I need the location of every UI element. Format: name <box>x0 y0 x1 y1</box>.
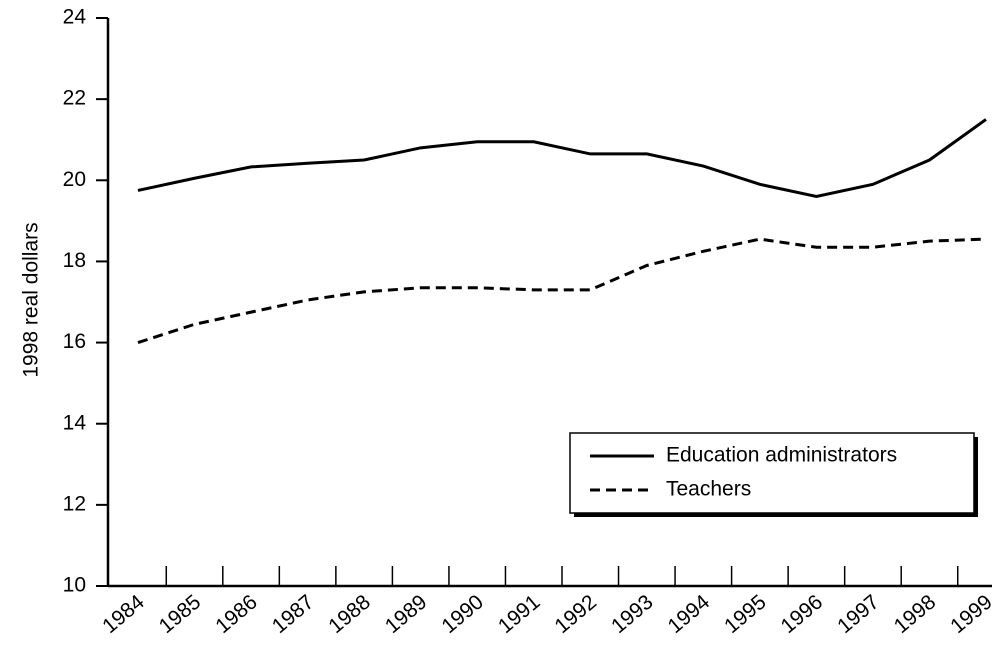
y-axis-label: 1998 real dollars <box>20 222 43 377</box>
x-tick-label: 1997 <box>833 590 884 638</box>
x-tick-label: 1995 <box>720 590 771 638</box>
x-tick-label: 1985 <box>155 590 206 638</box>
legend-label: Teachers <box>666 478 751 501</box>
legend-label: Education administrators <box>666 444 897 467</box>
x-tick-label: 1991 <box>494 590 545 638</box>
x-tick-label: 1994 <box>664 590 715 638</box>
x-tick-label: 1987 <box>268 590 319 638</box>
y-tick-label: 14 <box>63 411 87 434</box>
legend-box <box>569 432 975 514</box>
y-tick-label: 10 <box>63 574 86 597</box>
y-tick-label: 18 <box>63 249 86 272</box>
y-tick-label: 22 <box>63 87 86 110</box>
data-line <box>137 237 987 344</box>
x-tick-label: 1984 <box>98 590 149 638</box>
x-tick-label: 1993 <box>607 590 658 638</box>
y-tick-label: 20 <box>63 168 86 191</box>
x-tick-label: 1996 <box>777 590 828 638</box>
data-line <box>137 118 987 199</box>
x-tick-label: 1989 <box>381 590 432 638</box>
x-tick-label: 1990 <box>437 590 488 638</box>
x-tick-label: 1998 <box>890 590 941 638</box>
x-tick-label: 1992 <box>550 590 601 638</box>
x-tick-label: 1999 <box>946 590 997 638</box>
legend: Education administrators Teachers <box>569 432 978 517</box>
x-tick-label: 1986 <box>211 590 262 638</box>
y-tick-label: 16 <box>63 330 86 353</box>
y-tick-label: 24 <box>63 6 87 29</box>
y-tick-label: 12 <box>63 492 86 515</box>
x-tick-label: 1988 <box>324 590 375 638</box>
